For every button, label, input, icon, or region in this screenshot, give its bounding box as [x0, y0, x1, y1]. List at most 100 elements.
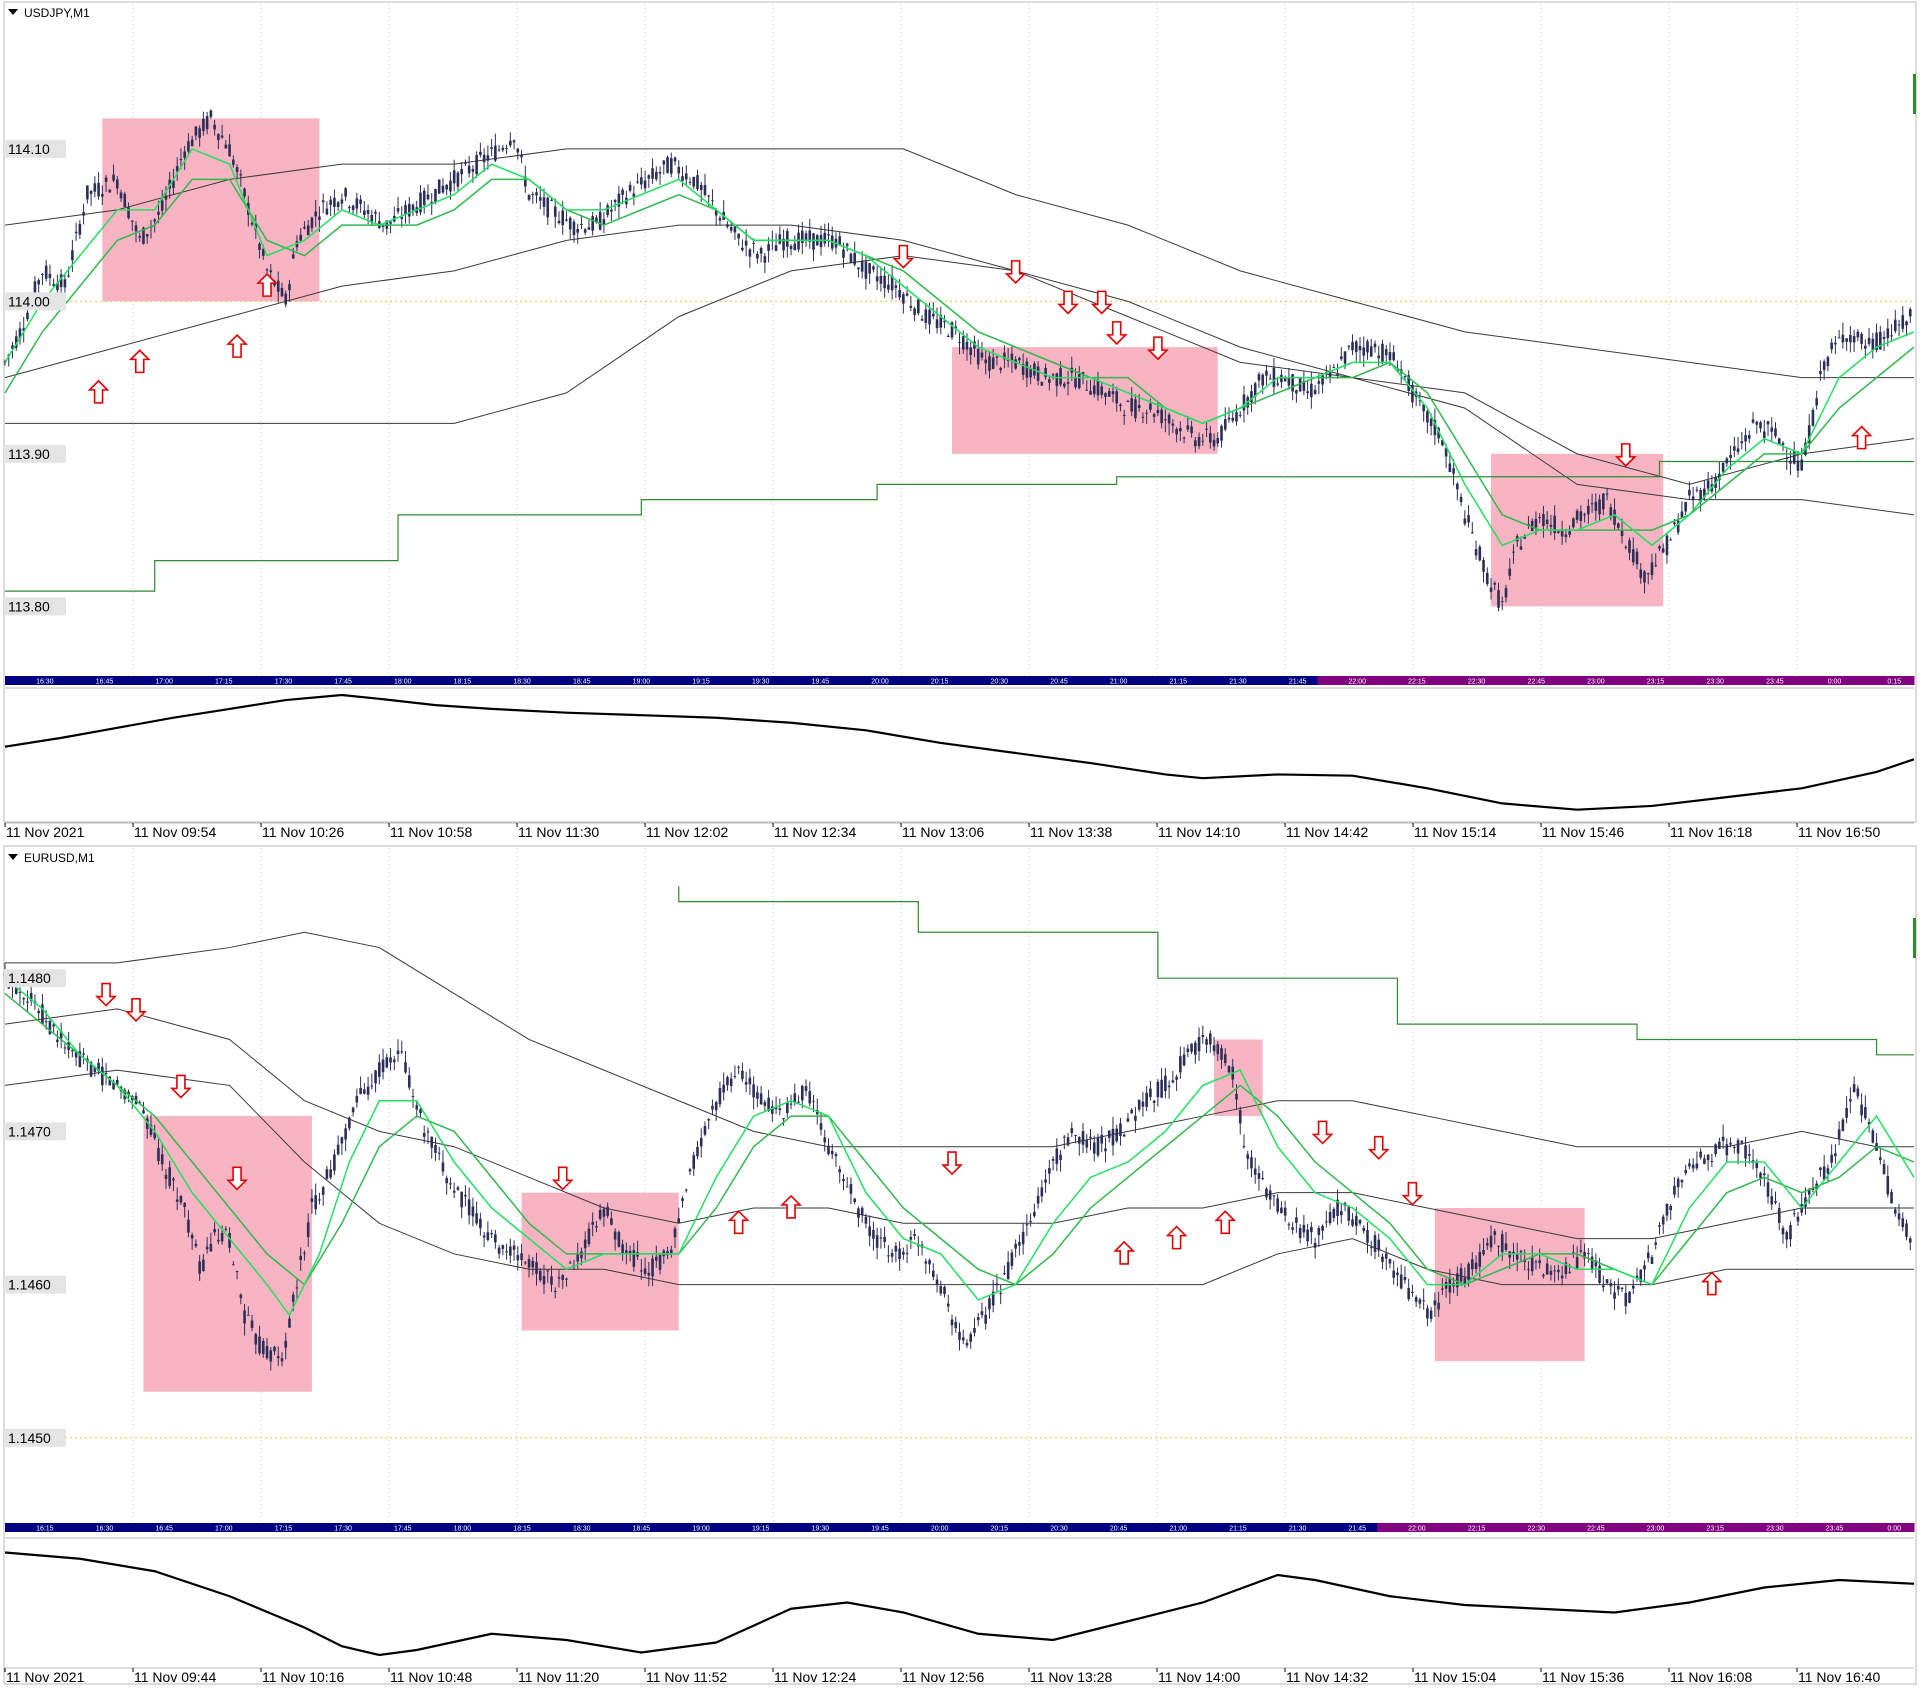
candle-body — [726, 1077, 729, 1086]
candle-body — [610, 1218, 613, 1225]
candle-body — [1055, 1148, 1059, 1165]
candle-body — [63, 279, 67, 288]
candle-body — [1287, 1224, 1291, 1226]
candle-body — [1822, 1166, 1826, 1180]
eurusd-symbol-header[interactable]: EURUSD,M1 — [8, 851, 95, 865]
candle-body — [748, 249, 752, 257]
session-tick-label: 22:15 — [1408, 679, 1426, 686]
ma-fast-line — [4, 977, 1915, 1317]
candle-body — [1347, 345, 1351, 347]
candle-body — [722, 1084, 725, 1093]
candle-body — [97, 1062, 100, 1072]
candle-body — [1665, 1203, 1669, 1216]
candle-body — [411, 1096, 415, 1098]
candle-body — [1620, 530, 1624, 536]
candle-body — [329, 199, 332, 205]
price-label-bg — [4, 969, 66, 988]
session-bar-segment — [1794, 676, 1855, 685]
candle-body — [288, 1318, 291, 1328]
candle-body — [351, 205, 355, 211]
candle-body — [789, 1103, 793, 1105]
candle-body — [1029, 368, 1032, 378]
candle-body — [598, 1209, 602, 1219]
candle-body — [41, 1004, 44, 1024]
candle-body — [512, 1245, 516, 1250]
candle-body — [647, 1272, 651, 1276]
candle-body — [456, 1187, 460, 1190]
session-tick-label: 17:00 — [155, 679, 173, 686]
time-axis-label: 11 Nov 11:20 — [518, 1669, 599, 1685]
session-bar-segment — [1615, 1523, 1676, 1532]
candle-body — [321, 200, 325, 203]
candle-body — [400, 1051, 404, 1053]
candle-body — [89, 1062, 93, 1077]
candle-body — [1721, 1136, 1725, 1141]
candle-body — [568, 217, 572, 230]
candle-body — [1740, 1140, 1744, 1143]
session-tick-label: 18:00 — [394, 679, 412, 686]
candle-body — [516, 1255, 520, 1261]
candle-body — [482, 154, 486, 163]
symbol-label: USDJPY,M1 — [24, 6, 90, 20]
candle-body — [1392, 352, 1396, 361]
candle-body — [718, 217, 722, 221]
candle-body — [595, 1226, 598, 1228]
candle-body — [1879, 1157, 1882, 1161]
candle-body — [538, 197, 542, 201]
candle-body — [1313, 389, 1317, 394]
candle-body — [684, 173, 688, 180]
session-tick-label: 21:30 — [1289, 1526, 1307, 1533]
candle-body — [138, 1102, 142, 1104]
candle-body — [767, 1097, 770, 1112]
candle-body — [1283, 378, 1287, 382]
collapse-triangle-icon[interactable] — [8, 854, 18, 860]
candle-body — [744, 240, 748, 246]
candle-body — [359, 199, 362, 204]
candle-body — [422, 190, 426, 205]
candle-body — [1444, 448, 1448, 457]
candle-body — [1025, 361, 1029, 378]
candle-body — [976, 1317, 980, 1321]
candle-body — [18, 328, 22, 339]
candle-body — [658, 171, 662, 174]
candle-body — [1579, 1250, 1583, 1252]
ma-slow-line — [4, 178, 1915, 531]
candle-body — [681, 1198, 684, 1201]
candle-body — [538, 1270, 542, 1281]
candle-body — [1280, 374, 1283, 383]
candle-body — [374, 211, 377, 214]
candle-body — [688, 181, 692, 183]
candle-body — [1553, 515, 1556, 534]
buy-arrow-icon — [87, 379, 110, 404]
usdjpy-symbol-header[interactable]: USDJPY,M1 — [8, 6, 90, 20]
candle-body — [1463, 1277, 1467, 1284]
candle-body — [1845, 338, 1848, 342]
candle-body — [1044, 1179, 1047, 1183]
candle-body — [1246, 1154, 1250, 1159]
candle-body — [864, 261, 868, 279]
candle-body — [93, 183, 97, 192]
session-tick-label: 20:15 — [931, 679, 949, 686]
candle-body — [1721, 462, 1725, 472]
candle-body — [160, 1154, 164, 1165]
candle-body — [961, 1337, 965, 1341]
candle-body — [82, 212, 85, 216]
candle-body — [958, 1331, 961, 1340]
candle-body — [1010, 353, 1014, 362]
candle-body — [1594, 501, 1598, 511]
candle-body — [853, 1198, 856, 1203]
collapse-triangle-icon[interactable] — [8, 9, 18, 15]
candle-body — [1310, 1226, 1313, 1233]
candle-body — [1441, 439, 1444, 446]
candle-body — [737, 1066, 740, 1068]
candle-body — [329, 1169, 332, 1178]
candle-body — [1092, 385, 1096, 395]
candle-body — [827, 1145, 830, 1155]
candle-body — [1081, 1131, 1085, 1145]
session-tick-label: 18:15 — [513, 1526, 531, 1533]
candle-body — [565, 1278, 568, 1280]
candle-body — [561, 210, 565, 226]
candle-body — [1748, 1154, 1751, 1156]
candle-body — [1736, 1140, 1740, 1154]
